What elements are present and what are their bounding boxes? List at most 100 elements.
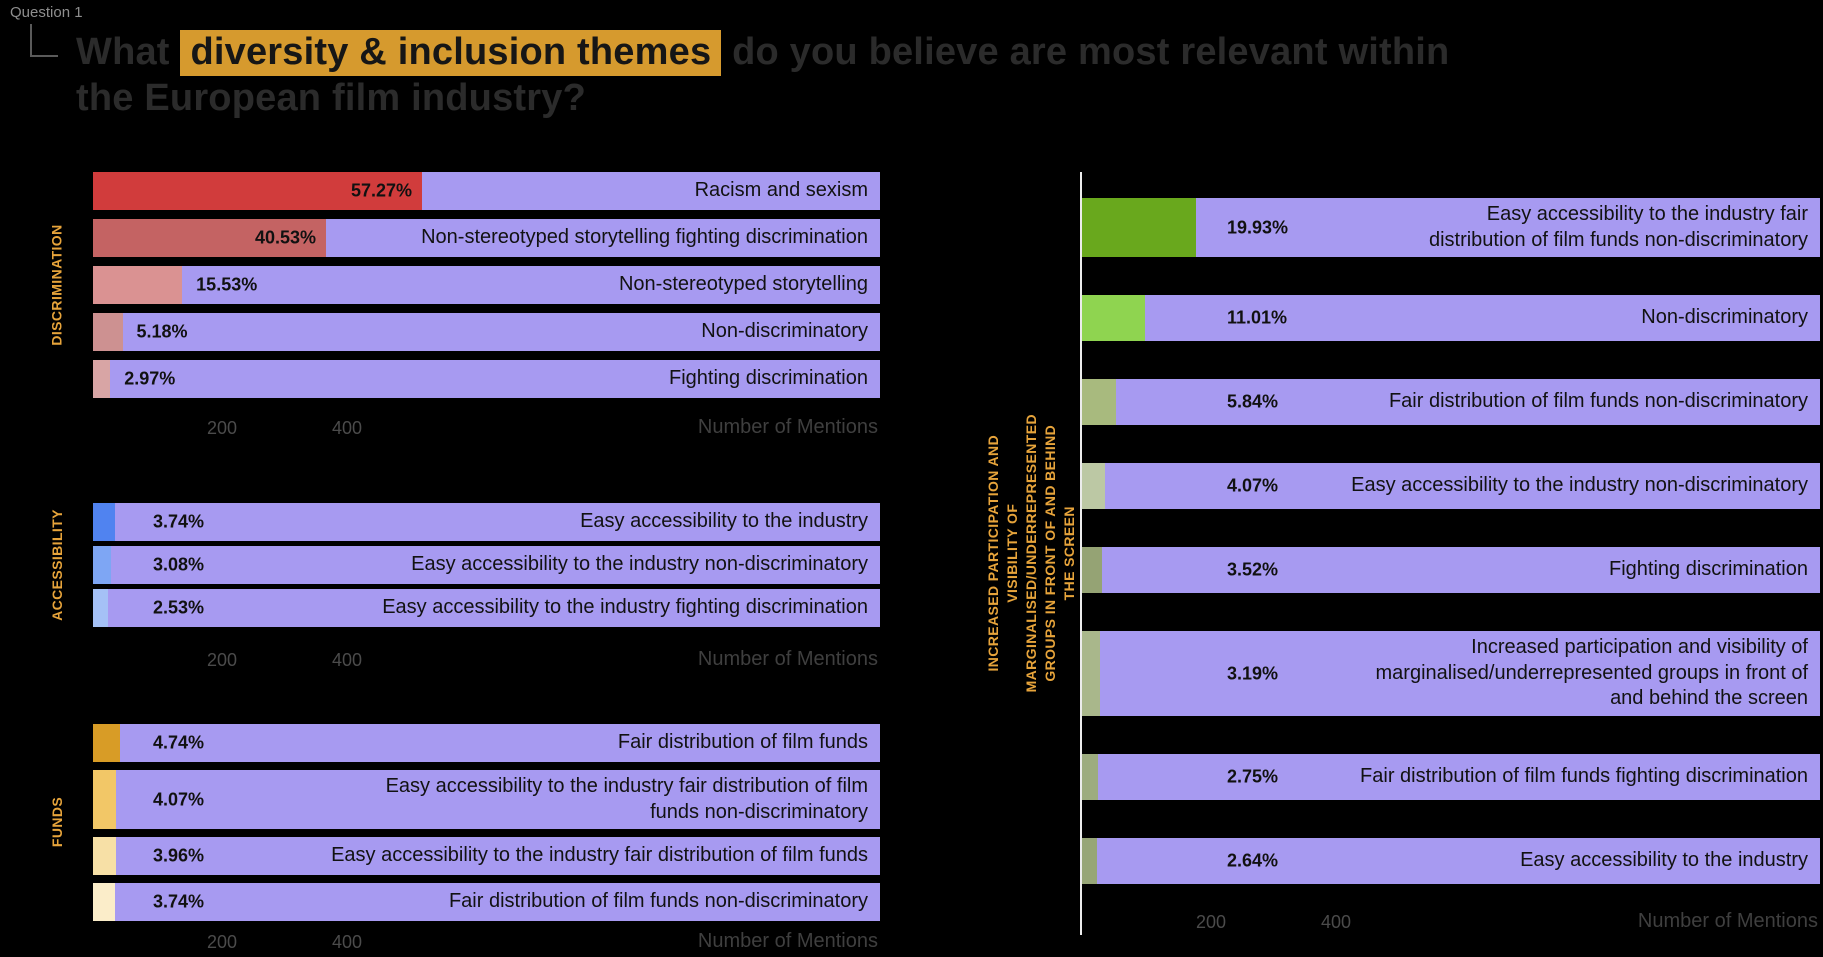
bar-segment (1082, 837, 1098, 884)
bar-label: Easy accessibility to the industry (580, 510, 868, 533)
bar-row: 3.08% Easy accessibility to the industry … (93, 546, 880, 584)
bar-label: Non-discriminatory (701, 320, 868, 343)
bar-row: 2.64% Easy accessibility to the industry (1082, 837, 1820, 884)
bar-rows: 3.74% Easy accessibility to the industry 3… (93, 503, 880, 627)
chart-increased-participation: INCREASED PARTICIPATION AND VISIBILITY O… (985, 172, 1820, 935)
x-tick-200: 200 (206, 418, 238, 438)
title-pre: What (76, 31, 181, 73)
bar-segment (93, 837, 116, 876)
bar-label: Non-stereotyped storytelling fighting di… (421, 226, 868, 249)
bar-percent: 4.74% (153, 732, 205, 753)
bar-label: Fair distribution of film funds non-disc… (1388, 390, 1808, 413)
bar-label: Fair distribution of film funds fighting… (1360, 765, 1808, 788)
x-axis-label: Number of Mentions (697, 648, 878, 670)
bar-label: Easy accessibility to the industry fair … (331, 844, 868, 867)
bar-segment (93, 546, 111, 584)
x-tick-400: 400 (331, 932, 363, 952)
bar-row: 2.53% Easy accessibility to the industry … (93, 589, 880, 627)
bar-segment (1082, 631, 1101, 716)
bar-percent: 57.27% (350, 180, 413, 201)
x-axis: 200 400 Number of Mentions (93, 416, 880, 450)
group-label-box-funds: FUNDS (31, 724, 83, 920)
bar-row: 2.75% Fair distribution of film funds fig… (1082, 753, 1820, 800)
bar-segment (1082, 463, 1106, 510)
group-label-text: FUNDS (48, 796, 65, 848)
page-title: What diversity & inclusion themes do you… (76, 30, 1776, 121)
bar-percent: 3.74% (153, 891, 205, 912)
bar-label: Easy accessibility to the industry non-d… (411, 553, 868, 576)
group-label-text: ACCESSIBILITY (49, 509, 66, 621)
bar-rows: 4.74% Fair distribution of film funds 4.07… (93, 724, 880, 922)
bar-percent: 2.53% (153, 597, 205, 618)
group-label-text: DISCRIMINATION (49, 224, 66, 346)
group-label-box-discrimination: DISCRIMINATION (31, 172, 83, 398)
x-tick-200: 200 (1195, 912, 1227, 932)
group-label-box-increased-participation: INCREASED PARTICIPATION AND VISIBILITY O… (985, 172, 1077, 935)
bar-row: 4.74% Fair distribution of film funds (93, 724, 880, 762)
bar-label: Easy accessibility to the industry (1520, 849, 1808, 872)
bar-label: Increased participation and visibility o… (1375, 636, 1808, 710)
group-label-text: INCREASED PARTICIPATION AND VISIBILITY O… (984, 414, 1077, 693)
x-tick-400: 400 (331, 418, 363, 438)
bar-segment (1082, 547, 1103, 594)
bar-percent: 5.18% (136, 321, 188, 342)
group-label-box-accessibility: ACCESSIBILITY (31, 503, 83, 627)
bar-segment (93, 503, 115, 541)
bar-percent: 2.75% (1227, 766, 1279, 787)
bar-row: 15.53% Non-stereotyped storytelling (93, 266, 880, 304)
bar-row: 40.53% Non-stereotyped storytelling fight… (93, 219, 880, 257)
title-highlight: diversity & inclusion themes (180, 30, 722, 76)
bar-segment (1082, 198, 1197, 258)
bar-percent: 3.96% (153, 845, 205, 866)
bar-segment (93, 360, 111, 398)
bar-segment (93, 589, 108, 627)
bar-row: 3.74% Fair distribution of film funds non… (93, 883, 880, 922)
bar-row: 19.93% Easy accessibility to the industry… (1082, 198, 1820, 258)
question-tag: Question 1 (10, 4, 83, 21)
bar-percent: 5.84% (1227, 391, 1279, 412)
bar-label: Fair distribution of film funds non-disc… (448, 890, 868, 913)
bar-segment (93, 172, 422, 210)
bar-segment (93, 770, 117, 830)
bar-label: Easy accessibility to the industry non-d… (1351, 474, 1808, 497)
x-axis: 200 400 Number of Mentions (93, 930, 880, 957)
bar-percent: 3.19% (1227, 663, 1279, 684)
bar-row: 4.07% Easy accessibility to the industry … (93, 770, 880, 830)
bar-percent: 15.53% (196, 274, 258, 295)
chart-funds: FUNDS 4.74% Fair distribution of film fun… (49, 724, 880, 952)
bar-percent: 3.08% (153, 554, 205, 575)
x-axis-label: Number of Mentions (697, 930, 878, 952)
bar-label: Fighting discrimination (669, 367, 868, 390)
bar-segment (1082, 295, 1146, 342)
chart-accessibility: ACCESSIBILITY 3.74% Easy accessibility to… (49, 503, 880, 670)
x-tick-400: 400 (1320, 912, 1352, 932)
bar-percent: 4.07% (1227, 475, 1279, 496)
x-axis-label: Number of Mentions (697, 416, 878, 438)
bar-row: 3.19% Increased participation and visibil… (1082, 631, 1820, 716)
bar-segment (1082, 753, 1098, 800)
bar-label: Easy accessibility to the industry fight… (382, 596, 868, 619)
bar-row: 3.74% Easy accessibility to the industry (93, 503, 880, 541)
bar-segment (1082, 379, 1116, 426)
bar-row: 11.01% Non-discriminatory (1082, 295, 1820, 342)
bar-label: Racism and sexism (694, 179, 868, 202)
bar-row: 57.27% Racism and sexism (93, 172, 880, 210)
bar-rows: 19.93% Easy accessibility to the industry… (1082, 172, 1820, 884)
bar-segment (93, 313, 123, 351)
bar-label: Easy accessibility to the industry fair … (385, 775, 868, 823)
bar-segment (93, 724, 121, 762)
bar-percent: 19.93% (1227, 217, 1289, 238)
bar-row: 4.07% Easy accessibility to the industry … (1082, 463, 1820, 510)
x-axis-label: Number of Mentions (1637, 910, 1818, 932)
bar-percent: 40.53% (255, 227, 317, 248)
bar-row: 5.84% Fair distribution of film funds non… (1082, 379, 1820, 426)
chart-discrimination: DISCRIMINATION 57.27% Racism and sexism 40… (49, 172, 880, 438)
x-tick-200: 200 (206, 932, 238, 952)
x-tick-400: 400 (331, 650, 363, 670)
bar-segment (93, 883, 115, 922)
bar-row: 5.18% Non-discriminatory (93, 313, 880, 351)
bar-label: Fighting discrimination (1609, 558, 1808, 581)
bar-percent: 2.97% (124, 368, 176, 389)
bar-percent: 2.64% (1227, 850, 1279, 871)
